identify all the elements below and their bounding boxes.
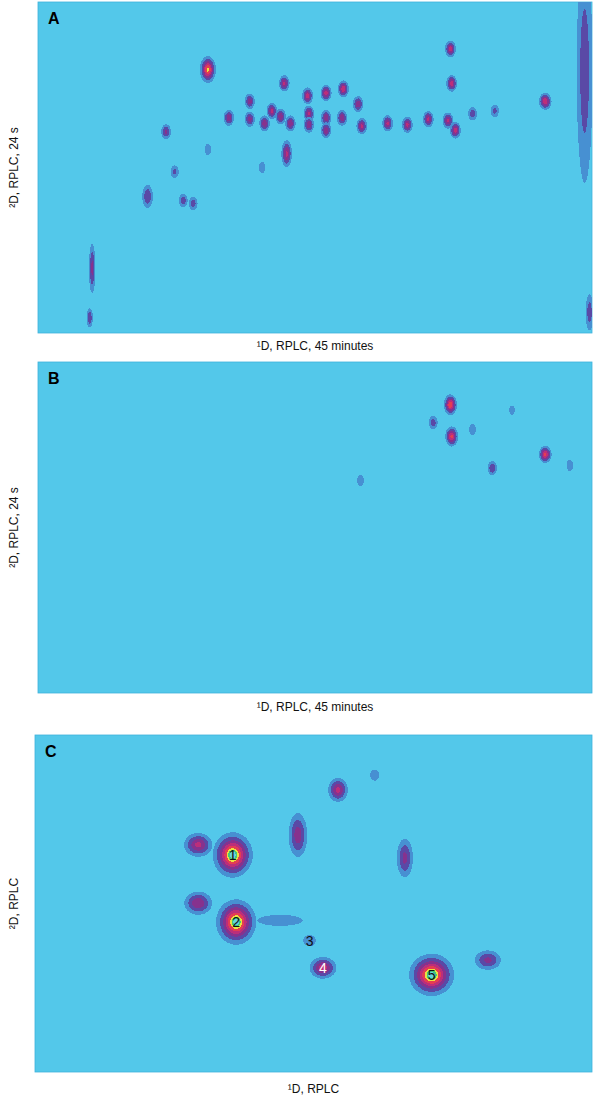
- peak: [487, 99, 503, 124]
- peak: [399, 112, 415, 137]
- plot-area: [35, 735, 592, 1072]
- peak: [201, 137, 216, 162]
- peak-label: 3: [306, 933, 314, 949]
- peak: [138, 176, 156, 217]
- peak: [442, 422, 460, 451]
- peak: [380, 111, 396, 136]
- peak: [441, 390, 459, 419]
- peak: [484, 456, 500, 481]
- peak: [87, 227, 98, 310]
- peak: [466, 944, 509, 976]
- peak: [464, 101, 480, 126]
- peak: [185, 191, 201, 216]
- peak: [279, 133, 295, 174]
- peak: [167, 159, 183, 184]
- y-axis-title: ²D, RPLC, 24 s: [7, 487, 21, 568]
- peak-label: 1: [229, 847, 237, 863]
- peak-labels: 1 2 34 5: [229, 847, 436, 983]
- peak: [176, 885, 219, 921]
- peak: [334, 105, 350, 130]
- peak: [420, 107, 436, 132]
- panel-letter: A: [48, 10, 60, 27]
- peak: [283, 800, 313, 871]
- peak: [230, 908, 330, 932]
- peak: [391, 826, 418, 891]
- peak: [255, 155, 270, 180]
- x-axis-title: ¹D, RPLC, 45 minutes: [257, 339, 374, 353]
- peak: [465, 417, 480, 442]
- peak: [444, 71, 460, 96]
- peak: [570, 2, 592, 278]
- y-axis-title: ²D, RPLC: [7, 877, 21, 929]
- x-axis-title: ¹D, RPLC, 45 minutes: [257, 700, 374, 714]
- peak: [442, 36, 458, 61]
- peak: [402, 947, 462, 1004]
- peak: [425, 410, 441, 435]
- peak: [84, 301, 95, 333]
- peaks: [353, 390, 577, 493]
- peak: [323, 772, 353, 808]
- x-axis-title: ¹D, RPLC: [288, 1082, 340, 1096]
- peak: [447, 118, 463, 143]
- peak: [318, 81, 334, 106]
- plot-area: [38, 2, 592, 333]
- peak: [176, 827, 219, 863]
- peak-label: 2: [232, 914, 240, 930]
- peak: [562, 453, 577, 478]
- peak-label: 4: [319, 960, 327, 976]
- peak: [505, 398, 520, 423]
- peak-label: 5: [428, 967, 436, 983]
- peak: [582, 279, 592, 333]
- panel-letter: B: [48, 370, 60, 387]
- peak: [303, 952, 343, 984]
- peak: [536, 442, 554, 467]
- peak: [197, 51, 219, 88]
- peaks: [176, 763, 509, 1003]
- panel-letter: C: [45, 743, 57, 760]
- peak: [318, 118, 334, 143]
- peak: [350, 92, 366, 117]
- peak: [353, 468, 368, 493]
- peak: [158, 119, 174, 144]
- peaks: [84, 2, 592, 333]
- peak: [365, 763, 385, 787]
- peak: [335, 76, 351, 101]
- peak: [242, 107, 258, 132]
- peak: [276, 71, 292, 96]
- y-axis-title: ²D, RPLC, 24 s: [7, 127, 21, 208]
- plot-area: [38, 362, 592, 693]
- peak: [354, 114, 370, 139]
- peak: [282, 111, 298, 136]
- figure: A ¹D, RPLC, 45 minutes ²D, RPLC, 24 s B ¹D, …: [0, 0, 595, 1105]
- peak: [221, 105, 237, 130]
- peak: [301, 112, 317, 137]
- peak: [536, 89, 554, 114]
